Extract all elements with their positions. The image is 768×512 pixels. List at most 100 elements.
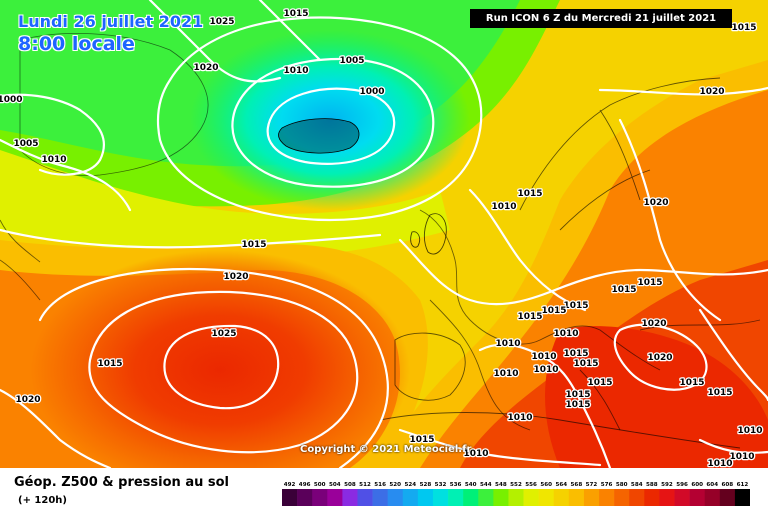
land-scandinavia xyxy=(519,77,721,231)
field-balkan-red xyxy=(545,326,768,468)
land-canada-coast xyxy=(0,219,41,301)
legend-color-swatch xyxy=(387,489,404,506)
isobar-label: 1005 xyxy=(13,139,38,149)
legend-value-label: 536 xyxy=(450,482,462,488)
legend-color-swatch xyxy=(463,489,479,506)
color-scale-legend: 492 496 500 504 508 512 516 520 524 528 532 536 540 5… xyxy=(282,482,750,506)
isobar-label: 1010 xyxy=(707,459,732,468)
legend-value-label: 564 xyxy=(555,482,567,488)
legend-value-label: 496 xyxy=(299,482,311,488)
isobar-label: 1015 xyxy=(409,435,434,445)
legend-value-label: 604 xyxy=(706,482,718,488)
legend-value-label: 524 xyxy=(404,482,416,488)
isobar-north-a xyxy=(148,0,282,83)
isobar-label: 1015 xyxy=(611,285,636,295)
isobar-greenland-a xyxy=(0,93,105,176)
isobar-label: 1005 xyxy=(339,56,364,66)
legend-color-swatch xyxy=(734,489,750,506)
isobar-label: 1020 xyxy=(647,353,672,363)
legend-color-swatch xyxy=(312,489,328,506)
parameter-label: Géop. Z500 & pression au sol xyxy=(14,475,229,490)
isobar-low-mid xyxy=(231,58,435,188)
legend-color-swatch xyxy=(357,489,373,506)
isobar-label: 1015 xyxy=(563,301,588,311)
legend-color-swatch xyxy=(689,489,706,506)
isobar-greenland-b xyxy=(0,138,132,212)
legend-color-swatch xyxy=(629,489,645,506)
isobar-label: 1015 xyxy=(517,312,542,322)
isobar-label: 1010 xyxy=(729,452,754,462)
isobar-label: 1010 xyxy=(495,339,520,349)
legend-value-label: 568 xyxy=(571,482,583,488)
isobar-low-outer xyxy=(156,16,483,222)
legend-value-label: 612 xyxy=(737,482,749,488)
legend-value-label: 500 xyxy=(314,482,326,488)
legend-value-label: 588 xyxy=(646,482,658,488)
legend-color-swatch xyxy=(402,489,419,506)
legend-value-label: 548 xyxy=(495,482,507,488)
isobar-label: 1010 xyxy=(507,413,532,423)
legend-value-label: 556 xyxy=(525,482,537,488)
legend-value-label: 580 xyxy=(616,482,628,488)
isobar-label: 1010 xyxy=(493,369,518,379)
legend-color-swatch xyxy=(568,489,585,506)
isobar-label: 1015 xyxy=(707,388,732,398)
isobar-balkan-1020 xyxy=(613,323,708,391)
legend-value-label: 592 xyxy=(661,482,673,488)
isobar-label: 1025 xyxy=(211,329,236,339)
lead-time-label: (+ 120h) xyxy=(18,495,67,506)
legend-value-label: 576 xyxy=(601,482,613,488)
isobar-label: 1010 xyxy=(283,66,308,76)
legend-value-label: 560 xyxy=(540,482,552,488)
legend-color-swatch xyxy=(342,489,358,506)
land-iceland xyxy=(278,118,360,154)
legend-color-swatch xyxy=(719,489,736,506)
isobar-label: 1010 xyxy=(463,449,488,459)
isobar-east-1015 xyxy=(698,308,768,402)
legend-value-label: 572 xyxy=(586,482,598,488)
isobar-label: 1010 xyxy=(737,426,762,436)
isobar-label: 1015 xyxy=(283,9,308,19)
legend-value-label: 520 xyxy=(389,482,401,488)
land-british-isles xyxy=(410,213,447,255)
isobar-europe-1015 xyxy=(398,238,768,306)
legend-color-swatch xyxy=(538,489,555,506)
isobar-label: 1000 xyxy=(359,87,384,97)
legend-color-swatch xyxy=(282,489,298,506)
legend-color-swatch xyxy=(599,489,615,506)
isobar-europe-1010 xyxy=(468,188,587,312)
isobar-label: 1015 xyxy=(517,189,542,199)
isobar-high-outer xyxy=(38,267,389,468)
isobar-nordic-1020 xyxy=(598,86,768,322)
legend-value-label: 600 xyxy=(691,482,703,488)
legend-value-label: 596 xyxy=(676,482,688,488)
isobar-lines xyxy=(0,0,768,468)
isobar-label: 1020 xyxy=(699,87,724,97)
field-ne-yellow xyxy=(470,0,768,210)
legend-value-label: 552 xyxy=(510,482,522,488)
land-iberia-north-africa xyxy=(379,332,741,449)
field-lime xyxy=(0,150,450,259)
legend-color-swatch xyxy=(659,489,675,506)
legend-value-label: 532 xyxy=(435,482,447,488)
isobar-label: 1010 xyxy=(491,202,516,212)
legend-color-swatch xyxy=(327,489,343,506)
legend-color-swatch xyxy=(493,489,509,506)
isobar-label: 1020 xyxy=(641,319,666,329)
valid-date: Lundi 26 juillet 2021 xyxy=(18,12,204,31)
isobar-label: 1015 xyxy=(587,378,612,388)
legend-color-swatch xyxy=(478,489,494,506)
legend-value-label: 608 xyxy=(722,482,734,488)
isobar-label: 1010 xyxy=(533,365,558,375)
legend-value-label: 544 xyxy=(480,482,492,488)
legend-color-swatch xyxy=(674,489,690,506)
legend-color-swatch xyxy=(417,489,434,506)
legend-value-label: 516 xyxy=(374,482,386,488)
land-europe xyxy=(419,209,761,431)
legend-color-swatch xyxy=(523,489,539,506)
isobar-high-1020 xyxy=(88,290,359,454)
isobar-1015-west xyxy=(0,228,382,249)
isobar-label: 1015 xyxy=(573,359,598,369)
isobar-label: 1020 xyxy=(15,395,40,405)
